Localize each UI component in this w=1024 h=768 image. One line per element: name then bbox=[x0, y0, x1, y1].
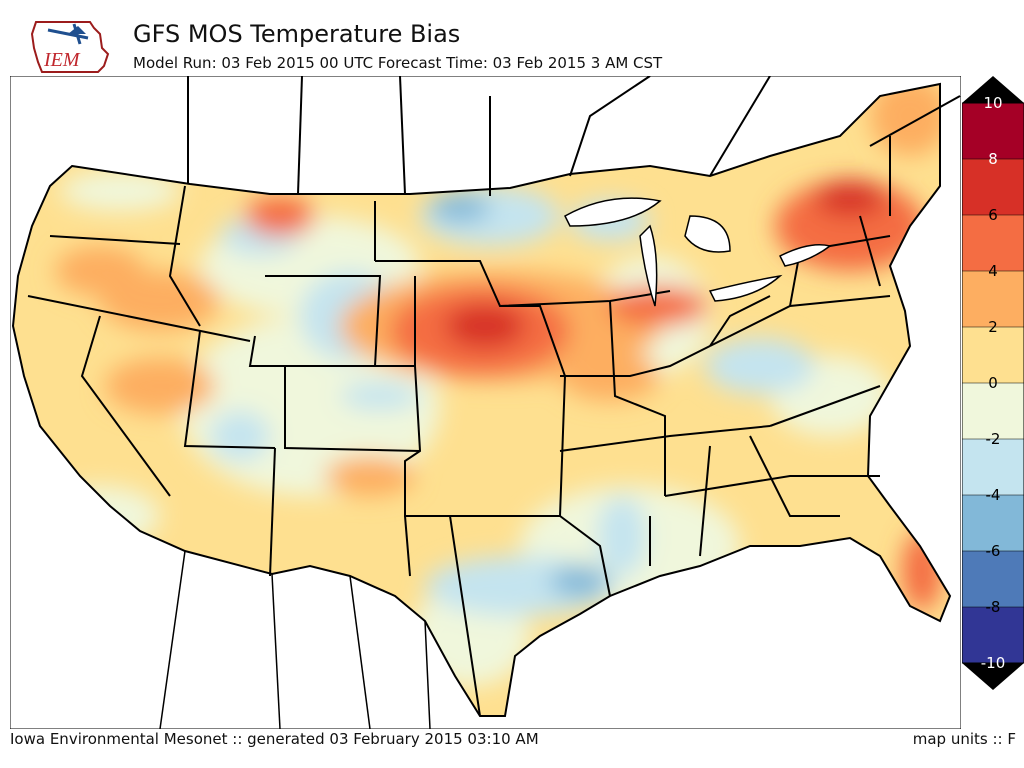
footer-map-units: map units :: F bbox=[912, 730, 1016, 748]
page-title: GFS MOS Temperature Bias bbox=[133, 20, 461, 48]
colorbar-tick-label: 6 bbox=[988, 206, 998, 224]
colorbar-tick-label: -4 bbox=[986, 486, 1001, 504]
colorbar-box bbox=[962, 327, 1024, 384]
colorbar-tick-label: 10 bbox=[983, 94, 1002, 112]
colorbar-box bbox=[962, 495, 1024, 552]
colorbar-box bbox=[962, 159, 1024, 216]
iem-logo: IEM bbox=[30, 21, 110, 73]
colorbar: 10 8 6 4 2 0 -2 -4 -6 -8 -10 bbox=[962, 76, 1024, 690]
colorbar-tick-label: -8 bbox=[986, 598, 1001, 616]
colorbar-box bbox=[962, 607, 1024, 664]
colorbar-tick-label: 2 bbox=[988, 318, 998, 336]
colorbar-box bbox=[962, 215, 1024, 272]
temperature-bias-map bbox=[10, 76, 961, 729]
colorbar-tick-label: 0 bbox=[988, 374, 998, 392]
mexico-boundaries bbox=[159, 550, 431, 729]
colorbar-tick-label: -2 bbox=[986, 430, 1001, 448]
colorbar-under-arrow bbox=[962, 663, 1024, 690]
colorbar-boxes bbox=[962, 103, 1024, 664]
colorbar-tick-label: 4 bbox=[988, 262, 998, 280]
colorbar-over-arrow bbox=[962, 76, 1024, 103]
canada-boundaries bbox=[187, 76, 961, 196]
colorbar-box bbox=[962, 103, 1024, 160]
us-outline bbox=[11, 82, 952, 717]
logo-text: IEM bbox=[43, 49, 81, 71]
colorbar-box bbox=[962, 383, 1024, 440]
great-lakes bbox=[564, 197, 832, 307]
colorbar-tick-label: -6 bbox=[986, 542, 1001, 560]
colorbar-tick-label: -10 bbox=[981, 654, 1006, 672]
colorbar-tick-label: 8 bbox=[988, 150, 998, 168]
footer-generated-text: Iowa Environmental Mesonet :: generated … bbox=[10, 730, 539, 748]
colorbar-box bbox=[962, 551, 1024, 608]
colorbar-box bbox=[962, 439, 1024, 496]
colorbar-box bbox=[962, 271, 1024, 328]
page-subtitle: Model Run: 03 Feb 2015 00 UTC Forecast T… bbox=[133, 54, 663, 72]
